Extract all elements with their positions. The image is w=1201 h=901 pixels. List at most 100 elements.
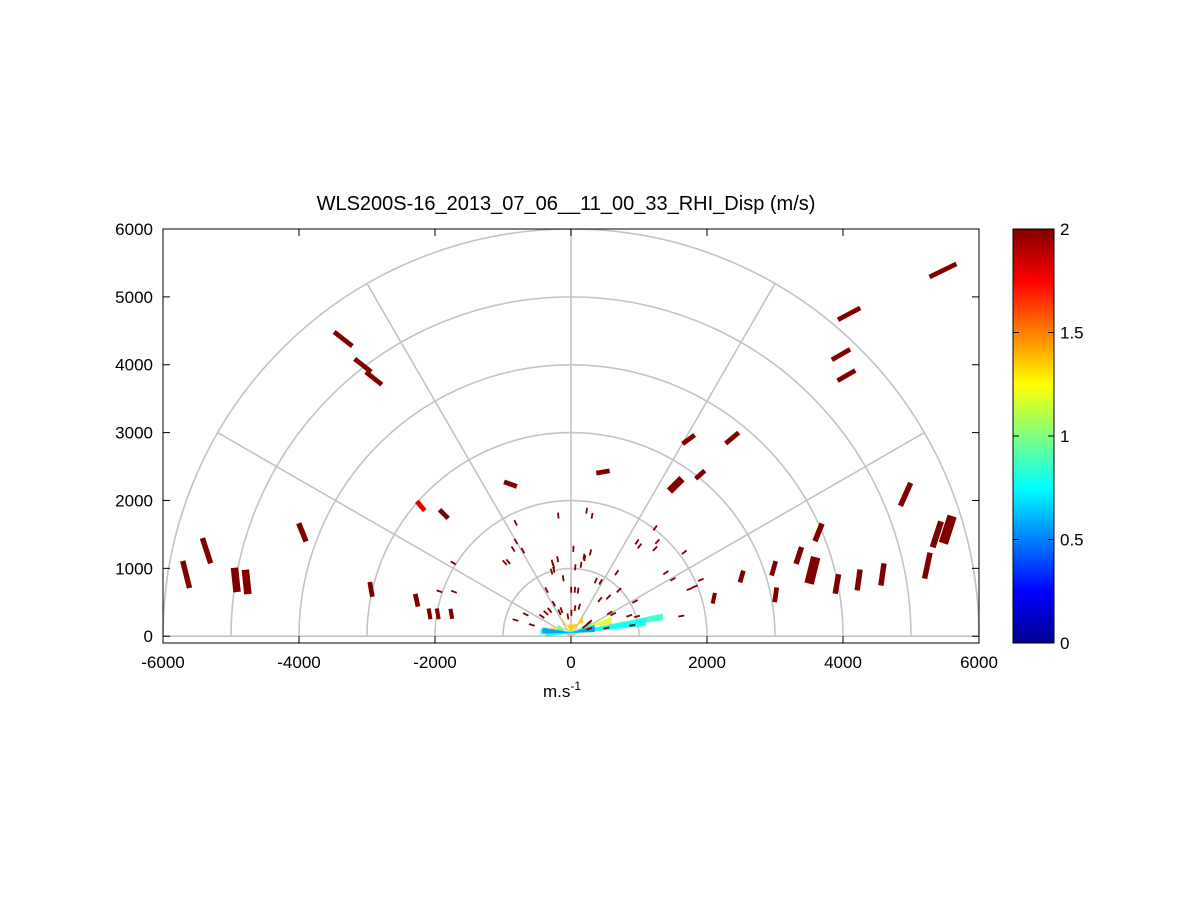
gate-cell [830, 347, 852, 362]
gate-speck [544, 586, 549, 594]
gate-speck [528, 623, 535, 627]
gate-speck [557, 512, 560, 519]
gate-cell [812, 522, 825, 543]
gate-speck [629, 623, 636, 627]
gate-cell [836, 305, 862, 322]
gate-speck [593, 577, 598, 584]
gate-cell [804, 556, 821, 585]
polar-grid [163, 229, 979, 638]
colorbar-tick-label: 1.5 [1060, 324, 1084, 343]
gate-cell [434, 608, 441, 620]
y-tick-label: 0 [144, 627, 153, 646]
gate-speck [556, 556, 560, 563]
gate-cell [180, 560, 193, 589]
gate-speck [557, 609, 562, 616]
gate-speck [450, 589, 458, 594]
gate-cell [503, 479, 518, 489]
gate-cell [928, 261, 958, 280]
gate-speck [522, 612, 529, 617]
plot-area: -6000 -4000 -2000 0 2000 4000 6000 0 1000 2000 30… [115, 220, 998, 672]
gate-speck [520, 547, 526, 554]
near-field-gate [542, 625, 595, 634]
gate-speck [436, 589, 443, 594]
gate-speck [590, 512, 594, 519]
gate-speck [633, 614, 641, 619]
gate-cell [367, 581, 375, 598]
gate-cell [854, 569, 863, 591]
angle-spoke [570, 431, 925, 637]
gate-speck [579, 561, 583, 568]
gate-speck [559, 606, 564, 614]
x-tick-label: -6000 [141, 653, 184, 672]
gate-cell [595, 468, 611, 476]
gate-speck [513, 519, 518, 526]
x-axis-label-exponent: -1 [570, 679, 581, 693]
near-field-gate [562, 616, 584, 633]
gate-speck [505, 558, 511, 565]
x-tick-label: 0 [566, 653, 575, 672]
gate-speck [502, 559, 508, 566]
gate-speck [543, 610, 549, 616]
angle-spoke [570, 283, 776, 637]
x-tick-label: -2000 [413, 653, 456, 672]
gate-speck [681, 549, 688, 555]
gate-cell [364, 370, 384, 387]
gate-speck [572, 545, 575, 552]
gate-speck [588, 549, 593, 556]
gate-cell [724, 430, 741, 446]
angle-spoke [217, 431, 572, 637]
gate-speck [631, 599, 639, 604]
gate-speck [513, 538, 519, 545]
gate-cell [769, 560, 778, 577]
colorbar-tick-label: 2 [1060, 220, 1069, 239]
colorbar-ticks: 0 0.5 1 1.5 2 [1013, 220, 1084, 653]
gate-speck [597, 596, 603, 603]
gate-cell [296, 522, 309, 543]
gate-cell [230, 567, 241, 593]
chart-title: WLS200S-16_2013_07_06__11_00_33_RHI_Disp… [317, 193, 816, 215]
y-tick-label: 3000 [115, 424, 153, 443]
gate-cell [241, 569, 252, 595]
gate-speck [605, 594, 612, 600]
gate-speck [450, 560, 457, 566]
x-axis-label: m.s-1 [543, 679, 581, 701]
gate-cell [832, 573, 842, 595]
gate-speck [610, 611, 617, 617]
gate-cell [737, 569, 746, 584]
x-tick-label: 4000 [824, 653, 862, 672]
colorbar: 0 0.5 1 1.5 2 [1012, 220, 1084, 653]
gate-cell [666, 475, 685, 494]
gate-speck [586, 626, 593, 631]
x-axis-ticks: -6000 -4000 -2000 0 2000 4000 6000 [141, 229, 998, 672]
gate-cell [938, 514, 957, 545]
gate-speck [652, 524, 658, 531]
gate-cell [332, 329, 354, 348]
gate-cell [353, 357, 373, 374]
gate-cell [694, 468, 707, 481]
gate-cell [412, 593, 421, 608]
gate-speck [598, 578, 603, 585]
gate-cell [199, 537, 214, 565]
gate-speck [616, 587, 622, 593]
gate-speck [576, 587, 580, 594]
gate-cell [793, 546, 805, 565]
gate-speck [686, 587, 693, 592]
gate-cell [929, 520, 944, 549]
gate-speck [551, 600, 556, 607]
gate-speck [549, 568, 554, 575]
gate-speck [669, 576, 676, 582]
gate-speck [547, 607, 553, 614]
gate-speck [561, 575, 565, 582]
gate-cell [897, 481, 914, 507]
gate-cell [878, 562, 887, 586]
near-field-gate [557, 622, 592, 633]
colorbar-tick-label: 1 [1060, 427, 1069, 446]
gate-speck [583, 555, 587, 562]
colorbar-tick-label: 0.5 [1060, 531, 1084, 550]
x-tick-label: 6000 [960, 653, 998, 672]
gate-speck [581, 623, 588, 629]
gate-speck [538, 613, 545, 619]
x-tick-label: -4000 [277, 653, 320, 672]
x-axis-label-base: m.s [543, 682, 570, 701]
